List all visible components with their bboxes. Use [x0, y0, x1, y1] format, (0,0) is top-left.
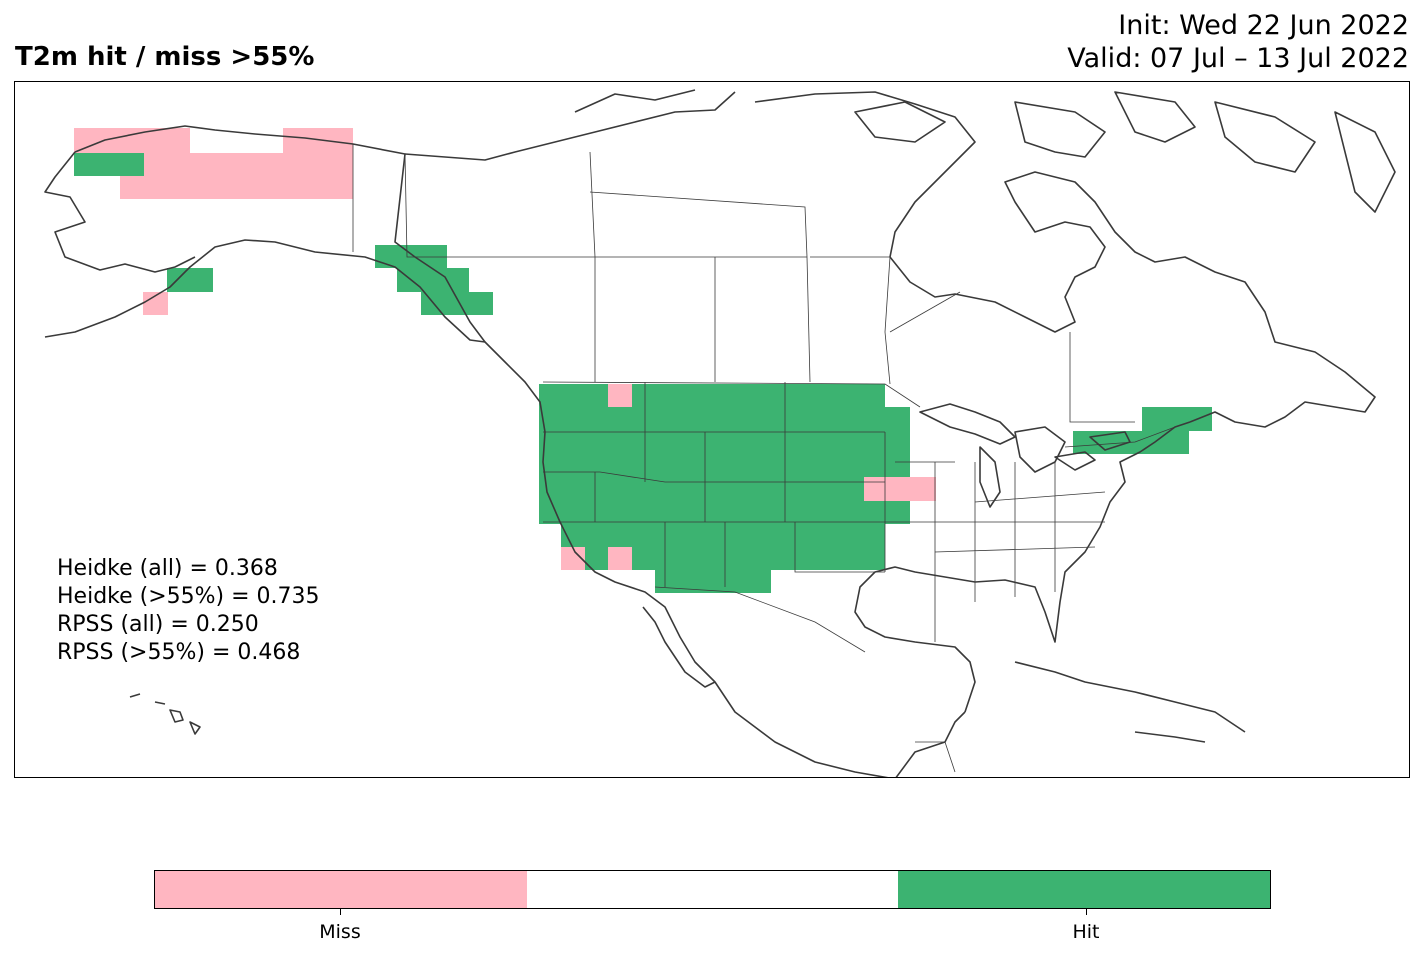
alaska-coast — [44, 125, 486, 343]
heidke-55: Heidke (>55%) = 0.735 — [57, 584, 320, 609]
colorbar-hit-segment — [898, 871, 1271, 908]
colorbar-label-hit: Hit — [1072, 921, 1100, 943]
colorbar-tick-hit — [1086, 909, 1087, 915]
mexico-states — [654, 586, 956, 773]
us-states — [543, 382, 1106, 642]
map-frame — [14, 81, 1410, 778]
colorbar-tick-miss — [340, 909, 341, 915]
hit-cell — [539, 500, 869, 524]
great-lakes — [919, 403, 1131, 508]
hit-cell — [561, 524, 885, 547]
hit-cell — [1142, 407, 1212, 431]
coastlines — [44, 89, 1396, 777]
colorbar — [154, 870, 1271, 909]
miss-cell — [120, 153, 353, 199]
heidke-all: Heidke (all) = 0.368 — [57, 556, 278, 581]
hit-cell — [421, 292, 493, 315]
canada-arctic-coast — [404, 89, 1376, 428]
hit-cell — [632, 384, 885, 430]
hit-cell — [655, 570, 771, 593]
borders — [352, 144, 1176, 773]
miss-cell — [864, 477, 936, 501]
miss-cell — [608, 384, 632, 407]
skill-scores: Heidke (all) = 0.368 Heidke (>55%) = 0.7… — [57, 555, 320, 667]
hit-cell — [632, 547, 840, 570]
hawaii-islands — [129, 693, 201, 735]
miss-cell — [561, 547, 585, 570]
miss-cell — [143, 292, 168, 315]
miss-cell — [74, 128, 190, 153]
colorbar-miss-segment — [155, 871, 527, 908]
map-title: T2m hit / miss >55% — [15, 42, 315, 72]
hit-cell — [167, 268, 213, 292]
rpss-all: RPSS (all) = 0.250 — [57, 612, 259, 637]
hit-cell — [539, 384, 608, 500]
hit-cell — [375, 245, 447, 268]
us-canada-border — [542, 381, 1176, 448]
hit-cell — [864, 501, 910, 524]
hit-cell — [397, 268, 469, 292]
forecast-dates: Init: Wed 22 Jun 2022 Valid: 07 Jul – 13… — [1067, 9, 1409, 75]
valid-range: Valid: 07 Jul – 13 Jul 2022 — [1067, 43, 1409, 74]
miss-cell — [283, 128, 353, 153]
hit-cell — [608, 407, 632, 430]
miss-cell — [608, 547, 632, 570]
init-date: Init: Wed 22 Jun 2022 — [1118, 10, 1409, 41]
hit-cell — [1165, 431, 1189, 454]
canada-provinces — [404, 151, 1135, 423]
colorbar-label-miss: Miss — [319, 921, 361, 943]
arctic-islands — [854, 91, 1396, 213]
hit-cell — [74, 153, 144, 176]
forecast-cells — [74, 128, 1212, 593]
colorbar-neutral-segment — [526, 871, 899, 908]
map-canvas — [44, 89, 1396, 777]
hit-cell — [608, 430, 885, 500]
hit-cell — [585, 547, 609, 570]
rpss-55: RPSS (>55%) = 0.468 — [57, 640, 301, 665]
hit-cell — [885, 407, 910, 477]
gulf-atlantic-coast — [854, 421, 1246, 743]
